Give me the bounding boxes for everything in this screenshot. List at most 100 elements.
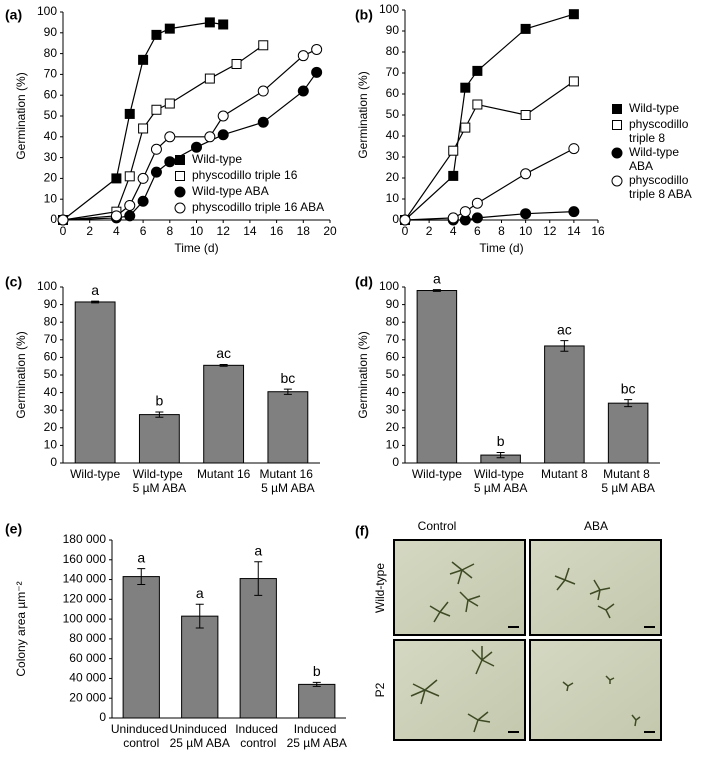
x-tick-label: 12 [543,224,557,238]
marker [164,98,175,109]
x-tick-label: 8 [166,224,173,238]
y-axis-title: Germination (%) [14,331,28,418]
significance-letter: b [497,433,505,449]
marker [257,85,269,97]
bar [298,683,336,719]
x-tick-label: Uninduced control [111,722,172,750]
x-tick-label: Mutant 16 5 µM ABA [260,467,317,495]
x-tick-label: 4 [113,224,120,238]
marker [124,171,135,182]
significance-letter: a [254,542,262,558]
y-tick-label: 160 000 [63,552,107,566]
x-tick-label: 2 [86,224,93,238]
marker [568,9,579,20]
y-tick-label: 90 [44,25,58,39]
y-tick-label: 10 [44,191,58,205]
marker [568,143,580,155]
marker [447,212,459,224]
x-tick-label: Induced control [235,722,281,750]
marker [231,59,242,69]
legend-marker [612,104,622,114]
legend-marker [175,171,185,181]
y-tick-label: 30 [386,402,400,416]
x-tick-label: 16 [270,224,284,238]
y-tick-label: 70 [386,332,400,346]
x-tick-label: 6 [140,224,147,238]
y-tick-label: 90 [386,23,400,37]
y-tick-label: 100 [379,2,399,16]
legend-label: physcodillo triple 8 [629,117,692,145]
y-tick-label: 60 [44,87,58,101]
x-tick-label: Mutant 16 [197,467,251,481]
y-axis-title: Germination (%) [14,72,28,159]
marker [459,206,471,218]
significance-letter: a [196,585,204,601]
marker [151,29,162,40]
y-tick-label: 80 [44,314,58,328]
series-line [62,21,224,221]
bar [203,364,245,464]
marker [164,156,176,168]
marker [399,214,411,226]
legend-marker [174,202,186,214]
error-bar [137,568,146,585]
bar [267,391,309,464]
marker [460,82,471,93]
x-tick-label: 14 [567,224,581,238]
marker [57,214,69,226]
panel-label: (c) [5,274,22,290]
y-tick-label: 60 [386,86,400,100]
marker [311,66,323,78]
error-bar [283,388,292,395]
y-tick-label: 80 000 [69,631,106,645]
y-tick-label: 0 [50,455,57,469]
legend-label: physcodillo triple 16 ABA [192,200,324,214]
significance-letter: b [313,663,321,679]
significance-letter: a [91,282,99,298]
x-tick-label: 14 [243,224,257,238]
column-label: ABA [584,519,608,533]
marker [110,210,122,222]
y-tick-label: 10 [44,438,58,452]
x-tick-label: 0 [402,224,409,238]
bar [138,414,180,464]
marker [164,131,176,143]
row-label: P2 [373,682,387,697]
y-tick-label: 70 [44,67,58,81]
y-tick-label: 90 [386,297,400,311]
x-tick-label: 2 [426,224,433,238]
panel-label: (e) [5,521,22,537]
marker [472,99,483,110]
legend-label: Wild-type [192,152,242,166]
significance-letter: ac [557,321,572,337]
y-tick-label: 100 [379,279,399,293]
legend-label: physcodillo triple 8 ABA [629,173,692,201]
marker [297,50,309,62]
significance-letter: b [155,393,163,409]
panel-label: (f) [355,523,369,539]
y-tick-label: 50 [44,108,58,122]
marker [137,195,149,207]
marker [150,143,162,155]
marker [311,43,323,55]
marker [204,131,216,143]
x-tick-label: Mutant 8 [541,467,588,481]
marker [471,212,483,224]
series-line [62,48,317,221]
y-tick-label: 0 [99,710,106,724]
marker [568,206,580,218]
marker [124,199,136,211]
y-tick-label: 40 000 [69,671,106,685]
marker [448,170,459,181]
marker [150,166,162,178]
y-axis-title: Germination (%) [356,331,370,418]
marker [520,110,531,120]
y-tick-label: 60 [386,350,400,364]
y-tick-label: 50 [386,107,400,121]
marker [204,17,215,28]
x-tick-label: Wild-type [70,467,120,481]
panel-label: (b) [355,7,373,23]
y-tick-label: 30 [44,150,58,164]
x-tick-label: 0 [60,224,67,238]
x-tick-label: Mutant 8 5 µM ABA [601,467,655,495]
